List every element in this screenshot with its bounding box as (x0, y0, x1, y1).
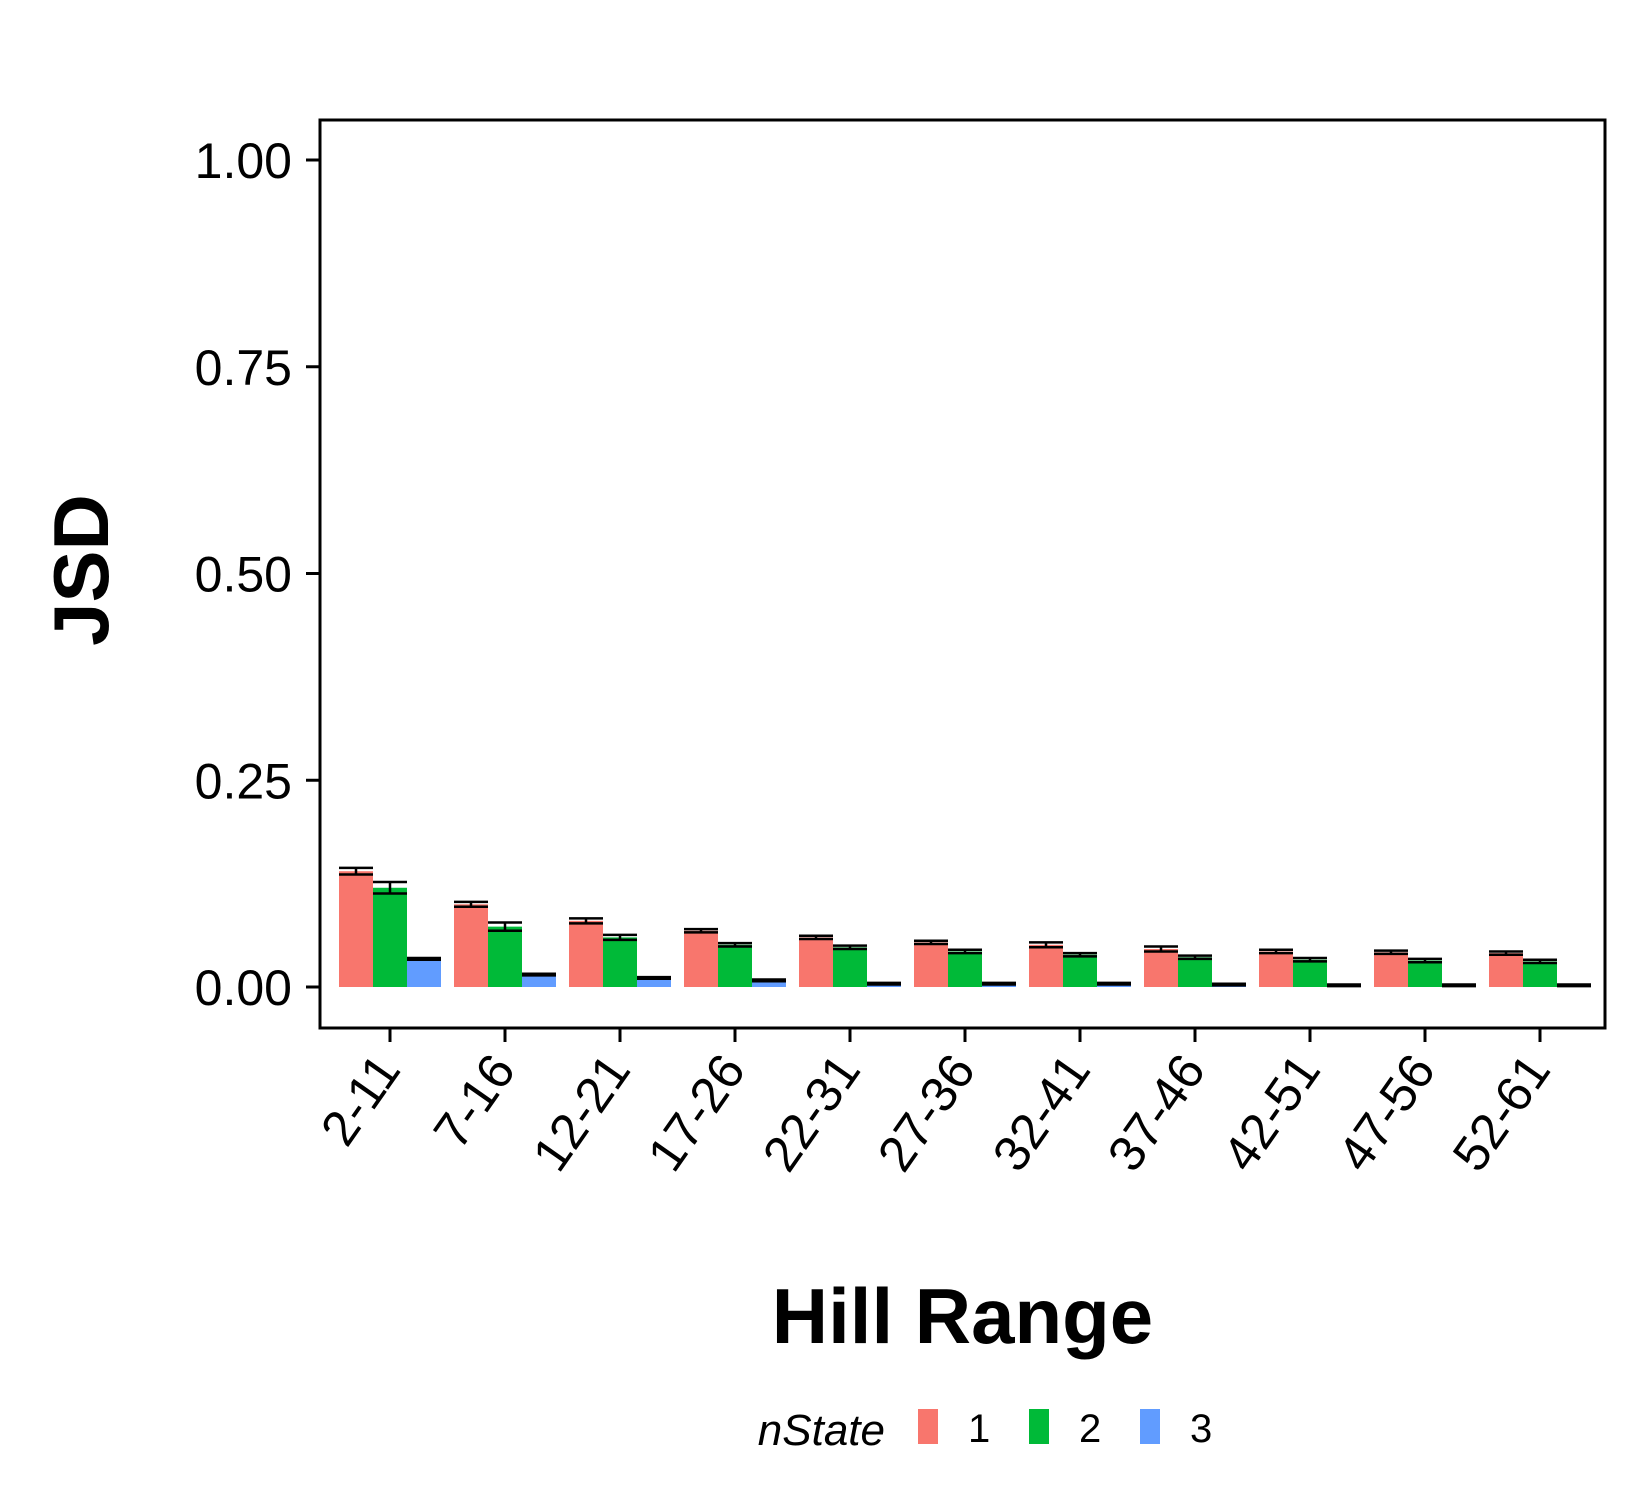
legend-key (1029, 1409, 1049, 1444)
x-tick-label: 47-56 (1327, 1044, 1446, 1181)
x-tick-label: 2-11 (310, 1044, 411, 1155)
bar (373, 887, 407, 987)
legend-title: nState (758, 1406, 885, 1455)
x-tick-label: 42-51 (1212, 1044, 1331, 1181)
y-tick-label: 0.75 (195, 340, 292, 396)
bar (407, 958, 441, 987)
bar (684, 930, 718, 987)
legend-key (918, 1409, 938, 1444)
x-tick-label: 7-16 (423, 1044, 526, 1158)
x-axis-title: Hill Range (772, 1272, 1153, 1360)
x-tick-label: 27-36 (867, 1044, 986, 1181)
legend: nState 1 2 3 (758, 1406, 1212, 1455)
legend-label: 1 (968, 1407, 990, 1451)
bar (1293, 959, 1327, 987)
x-tick-label: 12-21 (522, 1044, 641, 1181)
bar (799, 937, 833, 987)
x-tick-label: 52-61 (1442, 1044, 1561, 1181)
bar (1523, 961, 1557, 987)
bar (914, 942, 948, 987)
bar (833, 947, 867, 987)
bar (488, 926, 522, 987)
legend-label: 2 (1079, 1407, 1101, 1451)
bar (1144, 948, 1178, 987)
bar (1029, 944, 1063, 987)
x-tick-label: 37-46 (1097, 1044, 1216, 1181)
bar (339, 871, 373, 987)
legend-label: 3 (1190, 1407, 1212, 1451)
x-tick-label: 17-26 (637, 1044, 756, 1181)
x-axis: 2-11 7-1612-2117-2622-3127-3632-4137-4642… (310, 1028, 1561, 1181)
x-tick-label: 32-41 (982, 1044, 1101, 1181)
x-tick-label: 22-31 (752, 1044, 871, 1181)
legend-key (1140, 1409, 1160, 1444)
bars-layer (339, 866, 1591, 988)
bar (603, 937, 637, 987)
bar (454, 904, 488, 987)
y-tick-label: 0.25 (195, 753, 292, 809)
bar (637, 977, 671, 987)
y-tick-label: 1.00 (195, 133, 292, 189)
y-tick-label: 0.50 (195, 547, 292, 603)
y-axis-title: JSD (37, 494, 125, 646)
y-tick-label: 0.00 (195, 960, 292, 1016)
bar (1259, 951, 1293, 987)
plot-panel-border (318, 118, 1607, 1030)
bar (1178, 957, 1212, 987)
bar (569, 920, 603, 987)
bar (948, 951, 982, 987)
y-axis: 0.00 0.25 0.50 0.75 1.00 (195, 133, 320, 1016)
bar (1374, 952, 1408, 987)
bar (752, 980, 786, 987)
bar (1063, 954, 1097, 987)
bar (522, 974, 556, 987)
bar (1408, 960, 1442, 987)
bar (1489, 953, 1523, 987)
bar (718, 944, 752, 987)
